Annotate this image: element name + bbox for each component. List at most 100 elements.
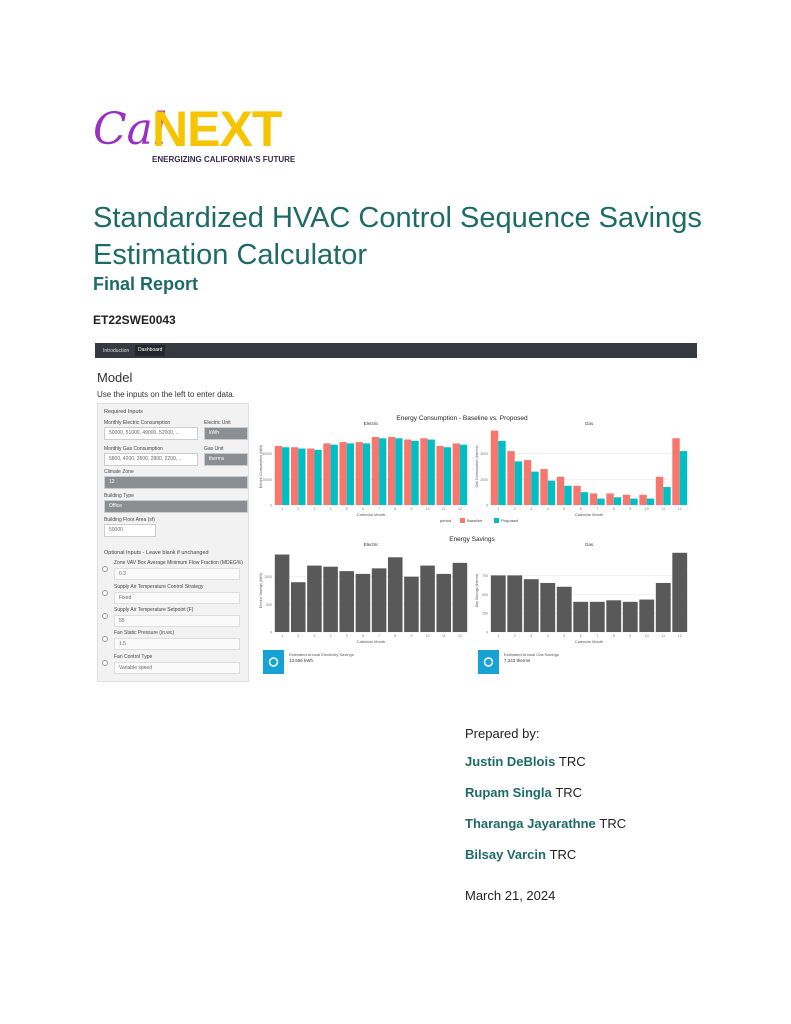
x-tick-label: 7 bbox=[596, 507, 598, 511]
x-tick-label: 6 bbox=[580, 507, 582, 511]
x-tick-label: 10 bbox=[645, 634, 649, 638]
y-tick-label: 500 bbox=[482, 593, 488, 597]
select[interactable]: Office bbox=[104, 500, 248, 513]
radio[interactable] bbox=[102, 636, 108, 642]
x-tick-label: 4 bbox=[547, 634, 549, 638]
bar bbox=[540, 582, 556, 632]
text-input[interactable]: Variable speed bbox=[114, 662, 240, 674]
text-input[interactable]: Fixed bbox=[114, 592, 240, 604]
bar bbox=[622, 494, 631, 505]
bar bbox=[362, 443, 371, 505]
legend-label: Proposed bbox=[501, 518, 518, 523]
x-tick-label: 9 bbox=[410, 634, 412, 638]
plot-bg bbox=[274, 428, 468, 505]
logo-tagline: ENERGIZING CALIFORNIA'S FUTURE bbox=[152, 155, 296, 164]
bar bbox=[613, 497, 622, 505]
panel-title: Electric bbox=[364, 421, 380, 426]
bar bbox=[420, 438, 428, 505]
section-label: Optional Inputs - Leave blank if unchang… bbox=[104, 550, 209, 556]
select[interactable]: therms bbox=[204, 453, 248, 466]
panel-title: Gas bbox=[585, 542, 594, 547]
bar bbox=[507, 575, 523, 632]
radio[interactable] bbox=[102, 613, 108, 619]
x-tick-label: 8 bbox=[613, 634, 615, 638]
field-label: Building Floor Area (sf) bbox=[104, 517, 155, 523]
legend-title: period bbox=[440, 518, 451, 523]
x-tick-label: 11 bbox=[442, 634, 446, 638]
y-tick-label: 0 bbox=[486, 631, 488, 635]
y-tick-label: 500 bbox=[266, 603, 272, 607]
y-tick-label: 250 bbox=[482, 612, 488, 616]
radio[interactable] bbox=[102, 590, 108, 596]
bar bbox=[452, 562, 468, 632]
bar bbox=[314, 449, 322, 505]
bar bbox=[663, 487, 671, 505]
bar bbox=[630, 498, 638, 505]
radio[interactable] bbox=[102, 566, 108, 572]
value-box-icon bbox=[478, 650, 499, 674]
x-tick-label: 8 bbox=[613, 507, 615, 511]
bar bbox=[547, 480, 556, 505]
bar bbox=[379, 438, 387, 505]
bar bbox=[411, 440, 419, 505]
author: Justin DeBlois TRC bbox=[465, 754, 586, 769]
x-tick-label: 6 bbox=[362, 507, 364, 511]
y-tick-label: 1000 bbox=[264, 575, 272, 579]
x-tick-label: 3 bbox=[530, 507, 532, 511]
bar bbox=[339, 442, 347, 505]
legend-label: Baseline bbox=[467, 518, 483, 523]
bar bbox=[427, 439, 435, 505]
value-box-value: 13,556 kWh bbox=[289, 658, 314, 663]
logo-word: NEXT bbox=[152, 101, 282, 157]
section-label: Required Inputs bbox=[104, 409, 143, 415]
y-tick-label: 4000 bbox=[480, 452, 488, 456]
select[interactable]: kWh bbox=[204, 427, 248, 440]
bar bbox=[523, 579, 539, 632]
field-label: Monthly Gas Consumption bbox=[104, 446, 163, 452]
bar bbox=[290, 582, 306, 632]
field-label: Monthly Electric Consumption bbox=[104, 420, 171, 426]
nav-tab[interactable]: Dashboard bbox=[135, 345, 166, 356]
nav-tab[interactable]: Introduction bbox=[103, 348, 130, 354]
author-org: TRC bbox=[549, 847, 577, 862]
y-axis-label: Gas Consumption (therms) bbox=[475, 445, 479, 487]
x-axis-label: Calendar Month bbox=[357, 639, 385, 644]
bar bbox=[339, 571, 355, 632]
x-tick-label: 5 bbox=[563, 507, 565, 511]
text-input[interactable]: 55 bbox=[114, 615, 240, 627]
nav-bar bbox=[95, 343, 697, 358]
logo-script: Cal bbox=[93, 104, 167, 155]
bar bbox=[672, 438, 680, 505]
text-input[interactable]: 5800, 4200, 3500, 2800, 2200, ... bbox=[104, 453, 198, 466]
x-tick-label: 12 bbox=[678, 507, 682, 511]
field-label: Zone VAV Box Average Minimum Flow Fracti… bbox=[114, 560, 243, 566]
bar bbox=[606, 600, 622, 632]
value-box-value: 7,243 therms bbox=[504, 658, 531, 663]
select[interactable]: 12 bbox=[104, 476, 248, 489]
bar bbox=[404, 576, 419, 632]
bar bbox=[540, 469, 548, 505]
text-input[interactable]: 0.3 bbox=[114, 568, 240, 580]
author-org: TRC bbox=[555, 785, 583, 800]
radio[interactable] bbox=[102, 660, 108, 666]
bar bbox=[371, 436, 380, 505]
x-tick-label: 7 bbox=[378, 634, 380, 638]
x-axis-label: Calendar Month bbox=[357, 512, 385, 517]
field-label: Supply Air Temperature Setpoint (F) bbox=[114, 607, 194, 613]
value-box-label: Estimated Annual Electricity Savings bbox=[289, 652, 354, 657]
text-input[interactable]: 1.5 bbox=[114, 638, 240, 650]
bar bbox=[589, 601, 605, 632]
text-input[interactable]: 50000, 51000, 49000, 52000, ... bbox=[104, 427, 198, 440]
x-tick-label: 10 bbox=[426, 634, 430, 638]
x-tick-label: 8 bbox=[394, 507, 396, 511]
input-panel: Required Inputs Monthly Electric Consumpt… bbox=[97, 403, 249, 682]
bar bbox=[490, 430, 499, 505]
heading: Model bbox=[97, 370, 133, 385]
x-axis-label: Calendar Month bbox=[575, 512, 603, 517]
bar bbox=[556, 476, 565, 505]
y-tick-label: 0 bbox=[270, 631, 272, 635]
legend-swatch bbox=[460, 518, 465, 523]
text-input[interactable]: 50000 bbox=[104, 524, 156, 537]
